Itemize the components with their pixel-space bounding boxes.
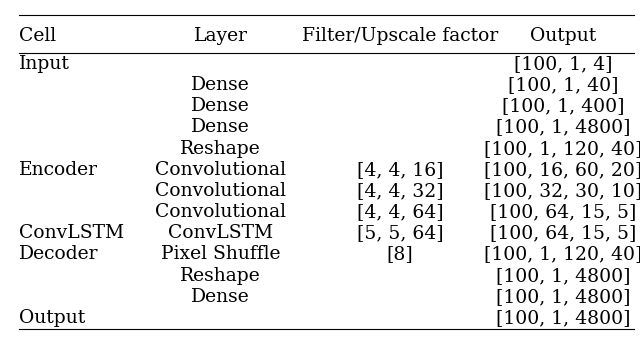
Text: Dense: Dense [191,118,250,137]
Text: [100, 1, 4800]: [100, 1, 4800] [496,288,630,306]
Text: [100, 32, 30, 10]: [100, 32, 30, 10] [484,182,640,200]
Text: [8]: [8] [387,245,413,264]
Text: Filter/Upscale factor: Filter/Upscale factor [302,27,498,45]
Text: Dense: Dense [191,76,250,94]
Text: Encoder: Encoder [19,161,98,179]
Text: Input: Input [19,55,70,73]
Text: ConvLSTM: ConvLSTM [19,224,124,242]
Text: Cell: Cell [19,27,56,45]
Text: [100, 16, 60, 20]: [100, 16, 60, 20] [484,161,640,179]
Text: [100, 64, 15, 5]: [100, 64, 15, 5] [490,203,636,221]
Text: Layer: Layer [194,27,248,45]
Text: Reshape: Reshape [180,267,261,284]
Text: Dense: Dense [191,288,250,306]
Text: [4, 4, 64]: [4, 4, 64] [356,203,444,221]
Text: [100, 1, 4]: [100, 1, 4] [514,55,612,73]
Text: ConvLSTM: ConvLSTM [168,224,273,242]
Text: Decoder: Decoder [19,245,99,264]
Text: Convolutional: Convolutional [156,161,286,179]
Text: Output: Output [19,309,86,327]
Text: [5, 5, 64]: [5, 5, 64] [356,224,444,242]
Text: Pixel Shuffle: Pixel Shuffle [161,245,280,264]
Text: [100, 1, 400]: [100, 1, 400] [502,97,625,115]
Text: Reshape: Reshape [180,140,261,158]
Text: [100, 1, 4800]: [100, 1, 4800] [496,309,630,327]
Text: Output: Output [530,27,596,45]
Text: [100, 1, 120, 40]: [100, 1, 120, 40] [484,245,640,264]
Text: [100, 1, 4800]: [100, 1, 4800] [496,118,630,137]
Text: Dense: Dense [191,97,250,115]
Text: [100, 1, 120, 40]: [100, 1, 120, 40] [484,140,640,158]
Text: [100, 64, 15, 5]: [100, 64, 15, 5] [490,224,636,242]
Text: [100, 1, 40]: [100, 1, 40] [508,76,618,94]
Text: [4, 4, 16]: [4, 4, 16] [356,161,444,179]
Text: [4, 4, 32]: [4, 4, 32] [356,182,444,200]
Text: Convolutional: Convolutional [156,182,286,200]
Text: [100, 1, 4800]: [100, 1, 4800] [496,267,630,284]
Text: Convolutional: Convolutional [156,203,286,221]
